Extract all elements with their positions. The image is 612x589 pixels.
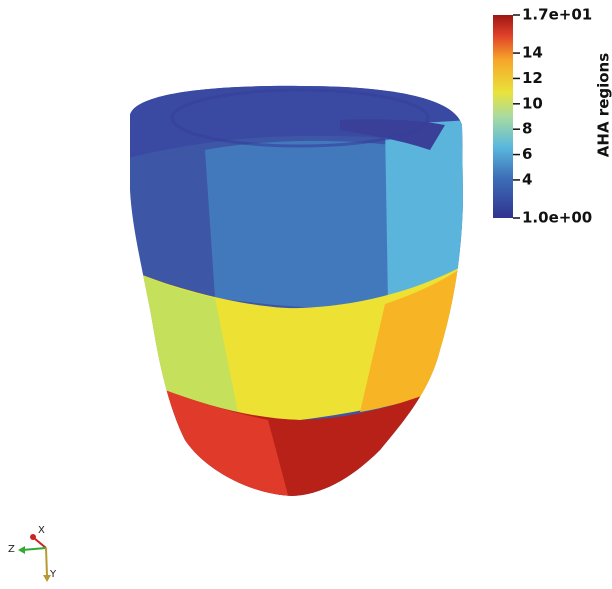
colorbar-range-label: 1.7e+01 [522,6,592,24]
orientation-axes: X Z Y [8,525,57,582]
z-axis-tip [18,546,25,554]
x-axis-tip [30,534,36,540]
render-view: AHA regions X Z Y 1.0e+00 1.7e+01 4 6 8 10 12 1… [0,0,612,589]
x-axis-label: X [38,525,45,536]
page: AHA regions X Z Y 1.0e+00 1.7e+01 4 6 8 10 12 1… [0,0,612,589]
y-axis [46,548,47,576]
colorbar-tick-label: 4 [522,170,532,188]
colorbar-title: AHA regions [595,53,612,157]
colorbar-range-label: 1.0e+00 [522,209,592,227]
colorbar-tick-label: 10 [522,94,543,112]
y-axis-label: Y [49,569,57,580]
colorbar-tick-label: 8 [522,120,532,138]
z-axis-label: Z [8,544,15,555]
colorbar-tick-label: 12 [522,69,543,87]
colorbar-tick-label: 6 [522,145,532,163]
colorbar [493,15,513,218]
x-axis [34,538,46,548]
z-axis [22,548,46,550]
colorbar-tick-label: 14 [522,44,543,62]
